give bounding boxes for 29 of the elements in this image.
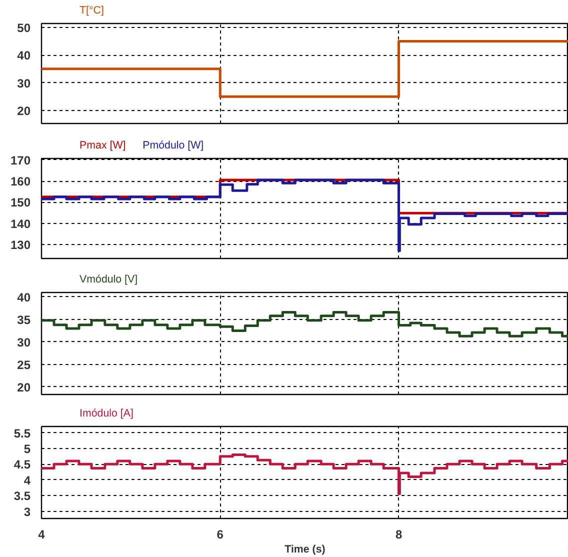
x-tick-label: 8 <box>395 528 402 542</box>
y-tick-label: 20 <box>17 104 31 118</box>
y-tick-label: 30 <box>17 335 31 350</box>
y-tick-label: 130 <box>10 238 31 252</box>
y-tick-label: 40 <box>17 48 31 63</box>
y-tick-label: 3 <box>24 504 31 519</box>
y-tick-label: 4 <box>24 473 31 488</box>
y-tick-label: 170 <box>10 153 31 168</box>
y-tick-label: 40 <box>17 290 31 304</box>
y-tick-label: 160 <box>10 174 31 189</box>
y-tick-label: 3.5 <box>14 489 31 504</box>
text: Pmódulo [W] <box>142 140 204 152</box>
y-tick-label: 4.5 <box>14 458 31 472</box>
x-tick-label: 4 <box>38 528 46 542</box>
y-tick-label: 150 <box>10 196 31 210</box>
y-tick-label: 5 <box>24 442 31 456</box>
y-tick-label: 20 <box>17 380 31 394</box>
y-tick-label: 50 <box>17 20 31 35</box>
y-tick-label: 30 <box>17 76 31 90</box>
x-axis-title: Time (s) <box>284 544 326 556</box>
y-tick-label: 140 <box>10 216 31 231</box>
text: T[°C] <box>80 4 104 16</box>
x-tick-label: 6 <box>216 528 224 542</box>
text: Vmódulo [V] <box>80 274 138 286</box>
y-tick-label: 25 <box>17 358 31 372</box>
y-tick-label: 5.5 <box>14 426 31 440</box>
text: Imódulo [A] <box>80 408 134 420</box>
y-tick-label: 35 <box>17 312 31 327</box>
text: Pmax [W] <box>80 140 126 152</box>
